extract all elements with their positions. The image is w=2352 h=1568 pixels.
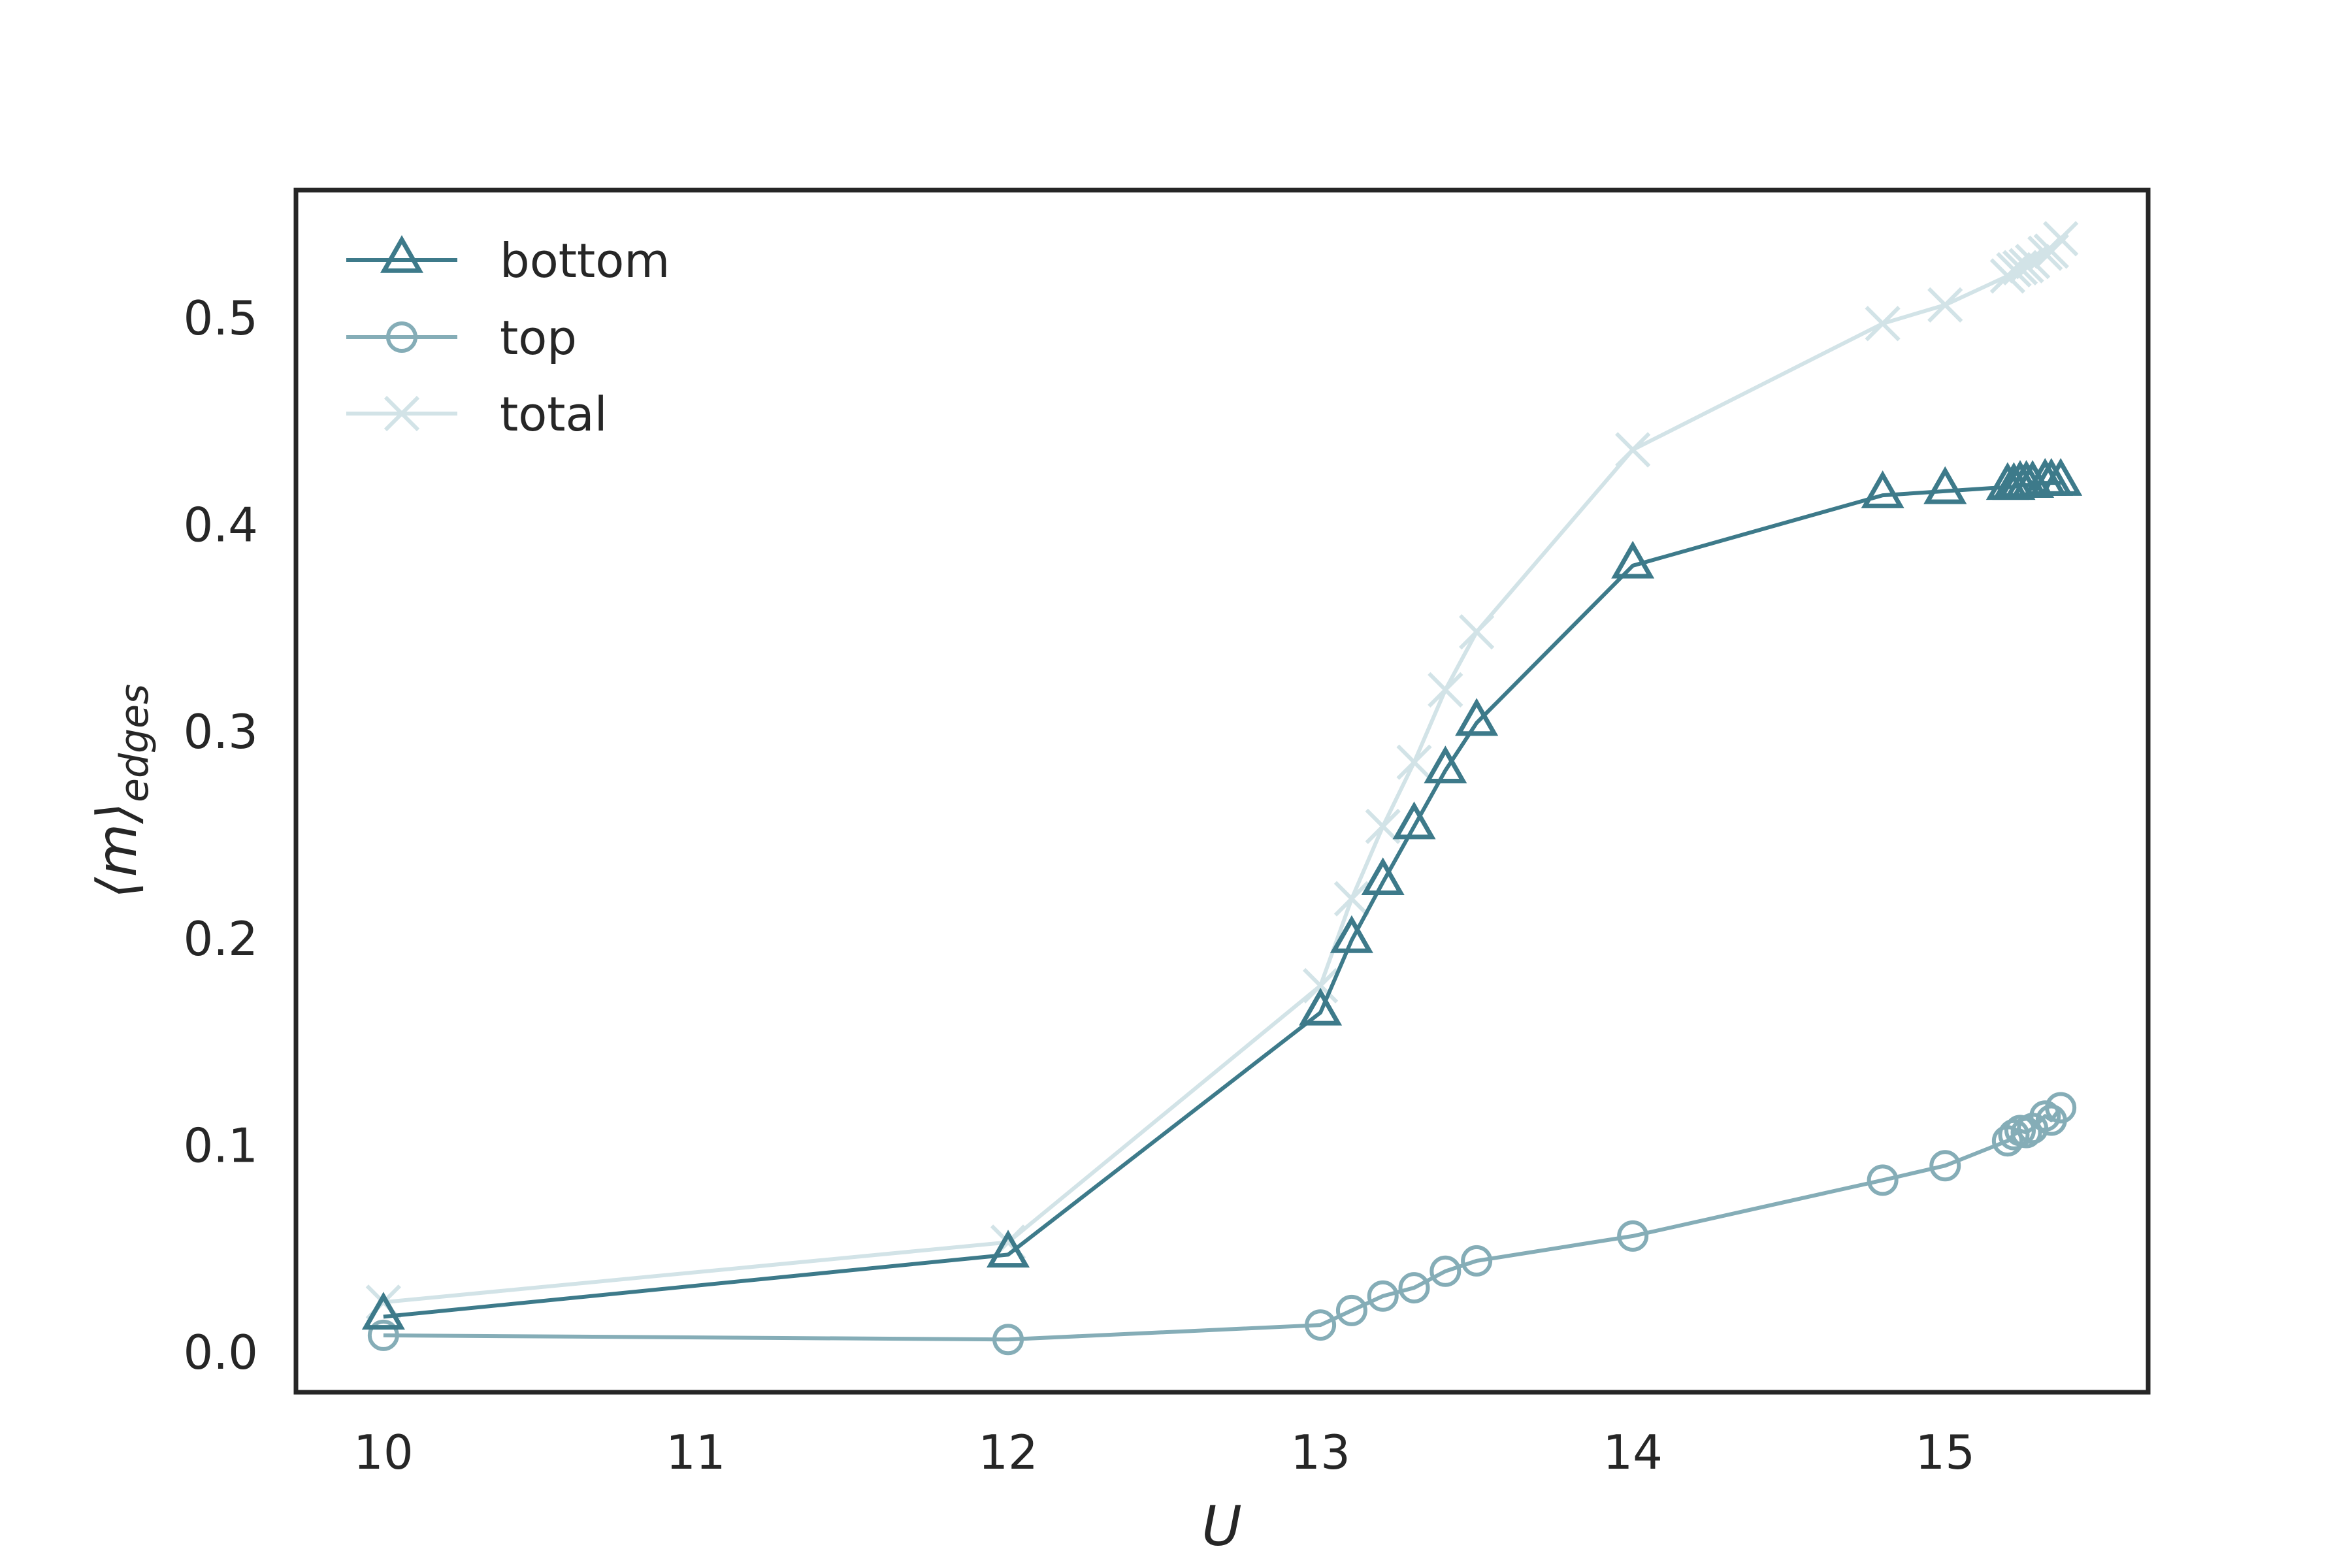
data-point-top xyxy=(1398,1272,1430,1304)
legend-label-total: total xyxy=(500,387,608,442)
plot-area xyxy=(361,221,2083,1356)
legend-item-bottom: bottom xyxy=(346,233,670,288)
series-top xyxy=(367,1092,2077,1356)
data-point-total xyxy=(1428,672,1463,708)
data-point-bottom xyxy=(1424,745,1467,784)
data-point-bottom xyxy=(361,1292,405,1330)
data-point-total xyxy=(1396,744,1432,780)
x-axis-title: U xyxy=(1201,1494,1241,1558)
x-tick-label: 14 xyxy=(1603,1425,1663,1480)
data-point-top xyxy=(1617,1220,1649,1252)
x-axis-ticks: 10 11 12 13 14 15 xyxy=(353,1425,1975,1480)
legend-label-bottom: bottom xyxy=(500,233,670,288)
data-point-total xyxy=(1996,252,2032,288)
data-point-bottom xyxy=(1361,857,1405,896)
y-tick-label: 0.2 xyxy=(183,911,258,966)
data-point-bottom xyxy=(1330,915,1373,953)
data-point-total xyxy=(1865,306,1901,342)
x-tick-label: 11 xyxy=(666,1425,726,1480)
data-point-top xyxy=(1305,1309,1337,1341)
y-axis-title: ⟨m⟩edges xyxy=(85,684,157,899)
data-point-top xyxy=(1998,1119,2030,1151)
y-tick-label: 0.5 xyxy=(183,291,258,346)
data-point-top xyxy=(2029,1100,2061,1132)
x-tick-label: 12 xyxy=(978,1425,1038,1480)
legend: bottom top total xyxy=(346,233,670,442)
data-point-total xyxy=(1333,881,1370,917)
data-point-top xyxy=(367,1319,399,1351)
data-point-bottom xyxy=(1923,466,1967,504)
series-bottom xyxy=(361,458,2083,1330)
legend-marker-total xyxy=(384,395,420,432)
data-point-top xyxy=(2010,1117,2042,1149)
data-point-bottom xyxy=(1861,470,1904,508)
data-point-top xyxy=(1867,1164,1899,1196)
legend-item-total: total xyxy=(346,387,608,442)
y-axis-title-subscript: edges xyxy=(112,684,157,802)
data-point-top xyxy=(1429,1255,1462,1287)
data-point-total xyxy=(1927,287,1963,323)
data-point-bottom xyxy=(1392,801,1436,840)
y-tick-label: 0.1 xyxy=(183,1119,258,1173)
x-tick-label: 13 xyxy=(1290,1425,1350,1480)
data-point-top xyxy=(1367,1280,1399,1312)
data-point-bottom xyxy=(1455,698,1499,736)
legend-marker-top xyxy=(386,321,417,353)
data-point-top xyxy=(1461,1245,1493,1277)
data-point-top xyxy=(1335,1294,1367,1326)
legend-item-top: top xyxy=(346,310,577,365)
legend-label-top: top xyxy=(500,310,577,365)
x-tick-label: 15 xyxy=(1915,1425,1975,1480)
data-point-bottom xyxy=(2039,458,2083,496)
data-point-bottom xyxy=(1299,987,1343,1026)
plot-frame xyxy=(293,188,2151,1395)
data-point-total xyxy=(1302,968,1339,1004)
data-point-top xyxy=(1929,1150,1961,1182)
data-point-top xyxy=(2045,1092,2077,1124)
y-tick-label: 0.3 xyxy=(183,704,258,759)
data-point-total xyxy=(2043,221,2079,257)
y-tick-label: 0.4 xyxy=(183,497,258,552)
data-point-bottom xyxy=(986,1230,1030,1268)
data-point-bottom xyxy=(1611,540,1655,579)
y-tick-label: 0.0 xyxy=(183,1325,258,1380)
data-point-total xyxy=(1615,432,1651,468)
data-point-top xyxy=(992,1324,1024,1356)
legend-marker-bottom xyxy=(380,235,424,273)
data-point-total xyxy=(1459,614,1495,650)
y-axis-title-main: ⟨m⟩ xyxy=(85,802,149,898)
x-tick-label: 10 xyxy=(353,1425,414,1480)
y-axis-ticks: 0.0 0.1 0.2 0.3 0.4 0.5 xyxy=(183,291,258,1380)
data-point-total xyxy=(2002,250,2038,286)
